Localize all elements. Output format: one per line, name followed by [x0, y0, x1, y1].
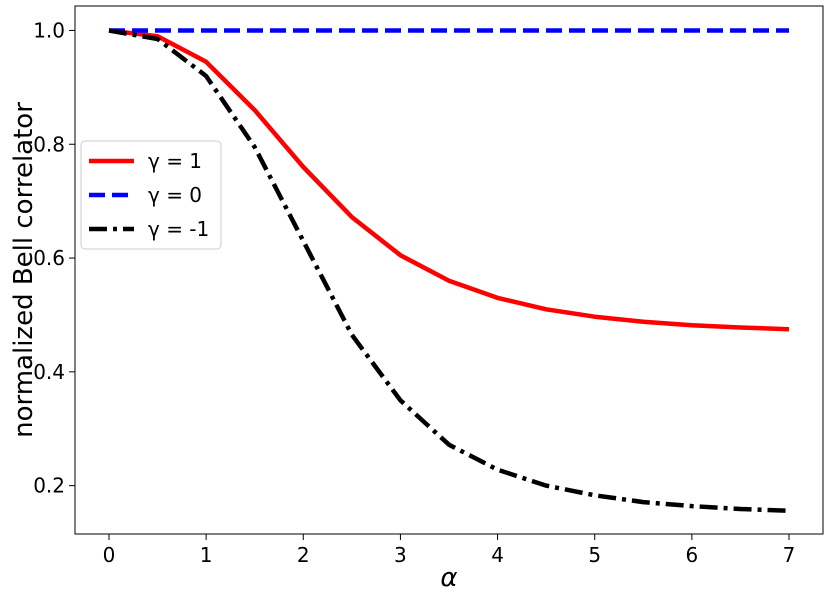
series-line-0: [108, 28, 790, 332]
y-tick-label: 0.2: [33, 474, 65, 498]
y-tick-label: 0.6: [33, 246, 65, 270]
x-tick-label: 5: [588, 543, 601, 567]
y-tick-label: 1.0: [33, 18, 65, 42]
plot-marks: [108, 28, 790, 513]
series-line-2: [108, 28, 790, 513]
x-axis-label: α: [440, 563, 457, 593]
plot-frame: [74, 5, 824, 535]
x-tick-label: 6: [685, 543, 698, 567]
legend-label-2: γ = -1: [148, 217, 209, 241]
legend: γ = 1 γ = 0 γ = -1: [80, 140, 222, 250]
legend-label-1: γ = 0: [148, 183, 202, 207]
x-tick-label: 4: [491, 543, 504, 567]
y-tick-label: 0.4: [33, 360, 65, 384]
x-tick-label: 0: [103, 543, 116, 567]
y-axis-label: normalized Bell correlator: [9, 102, 39, 438]
y-tick-label: 0.8: [33, 132, 65, 156]
x-tick-label: 2: [297, 543, 310, 567]
axes: 0 1 2 3 4 5 6 7 0.2 0.4 0.6 0.8 1.0 α normalized Bell …: [9, 5, 824, 593]
legend-label-0: γ = 1: [148, 149, 202, 173]
x-tick-label: 1: [200, 543, 213, 567]
x-tick-label: 7: [783, 543, 796, 567]
legend-box: [80, 140, 222, 250]
x-tick-label: 3: [394, 543, 407, 567]
